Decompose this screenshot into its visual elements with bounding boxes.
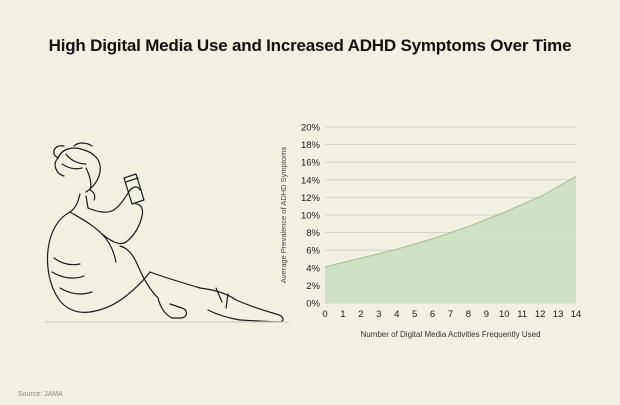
area-series bbox=[325, 176, 576, 303]
x-tick-label: 9 bbox=[484, 309, 489, 320]
y-tick-label: 8% bbox=[306, 228, 320, 239]
y-tick-label: 16% bbox=[301, 158, 321, 169]
y-tick-label: 4% bbox=[306, 263, 320, 274]
area-series-line bbox=[324, 175, 577, 268]
x-tick-label: 10 bbox=[499, 309, 510, 320]
x-tick-label: 12 bbox=[535, 309, 546, 320]
page-title: High Digital Media Use and Increased ADH… bbox=[48, 36, 572, 55]
x-tick-label: 13 bbox=[553, 309, 564, 320]
y-tick-label: 6% bbox=[306, 246, 320, 257]
x-axis-label: Number of Digital Media Activities Frequ… bbox=[360, 330, 540, 339]
person-reading-phone-illustration bbox=[45, 142, 289, 323]
x-tick-label: 14 bbox=[571, 309, 582, 320]
x-axis-tick-labels: 0 1 2 3 4 5 6 7 8 9 10 11 12 13 14 bbox=[322, 309, 581, 320]
y-tick-label: 20% bbox=[301, 123, 321, 134]
x-tick-label: 6 bbox=[430, 309, 435, 320]
y-tick-label: 18% bbox=[301, 140, 321, 151]
y-tick-label: 14% bbox=[301, 175, 321, 186]
x-tick-label: 1 bbox=[340, 309, 345, 320]
x-tick-label: 2 bbox=[358, 309, 363, 320]
x-tick-label: 7 bbox=[448, 309, 453, 320]
y-axis-label: Average Prevalence of ADHD Symptoms bbox=[279, 147, 288, 283]
x-tick-label: 4 bbox=[394, 309, 399, 320]
y-tick-label: 0% bbox=[306, 299, 320, 310]
x-tick-label: 8 bbox=[466, 309, 471, 320]
x-tick-label: 0 bbox=[322, 309, 327, 320]
y-tick-label: 10% bbox=[301, 211, 321, 222]
y-tick-label: 12% bbox=[301, 193, 321, 204]
y-tick-label: 2% bbox=[306, 281, 320, 292]
x-tick-label: 3 bbox=[376, 309, 381, 320]
x-tick-label: 5 bbox=[412, 309, 417, 320]
x-tick-label: 11 bbox=[517, 309, 527, 320]
source-note: Source: JAMA bbox=[18, 391, 63, 398]
y-axis-tick-labels: 0% 2% 4% 6% 8% 10% 12% 14% 16% 18% 20% bbox=[301, 123, 321, 310]
